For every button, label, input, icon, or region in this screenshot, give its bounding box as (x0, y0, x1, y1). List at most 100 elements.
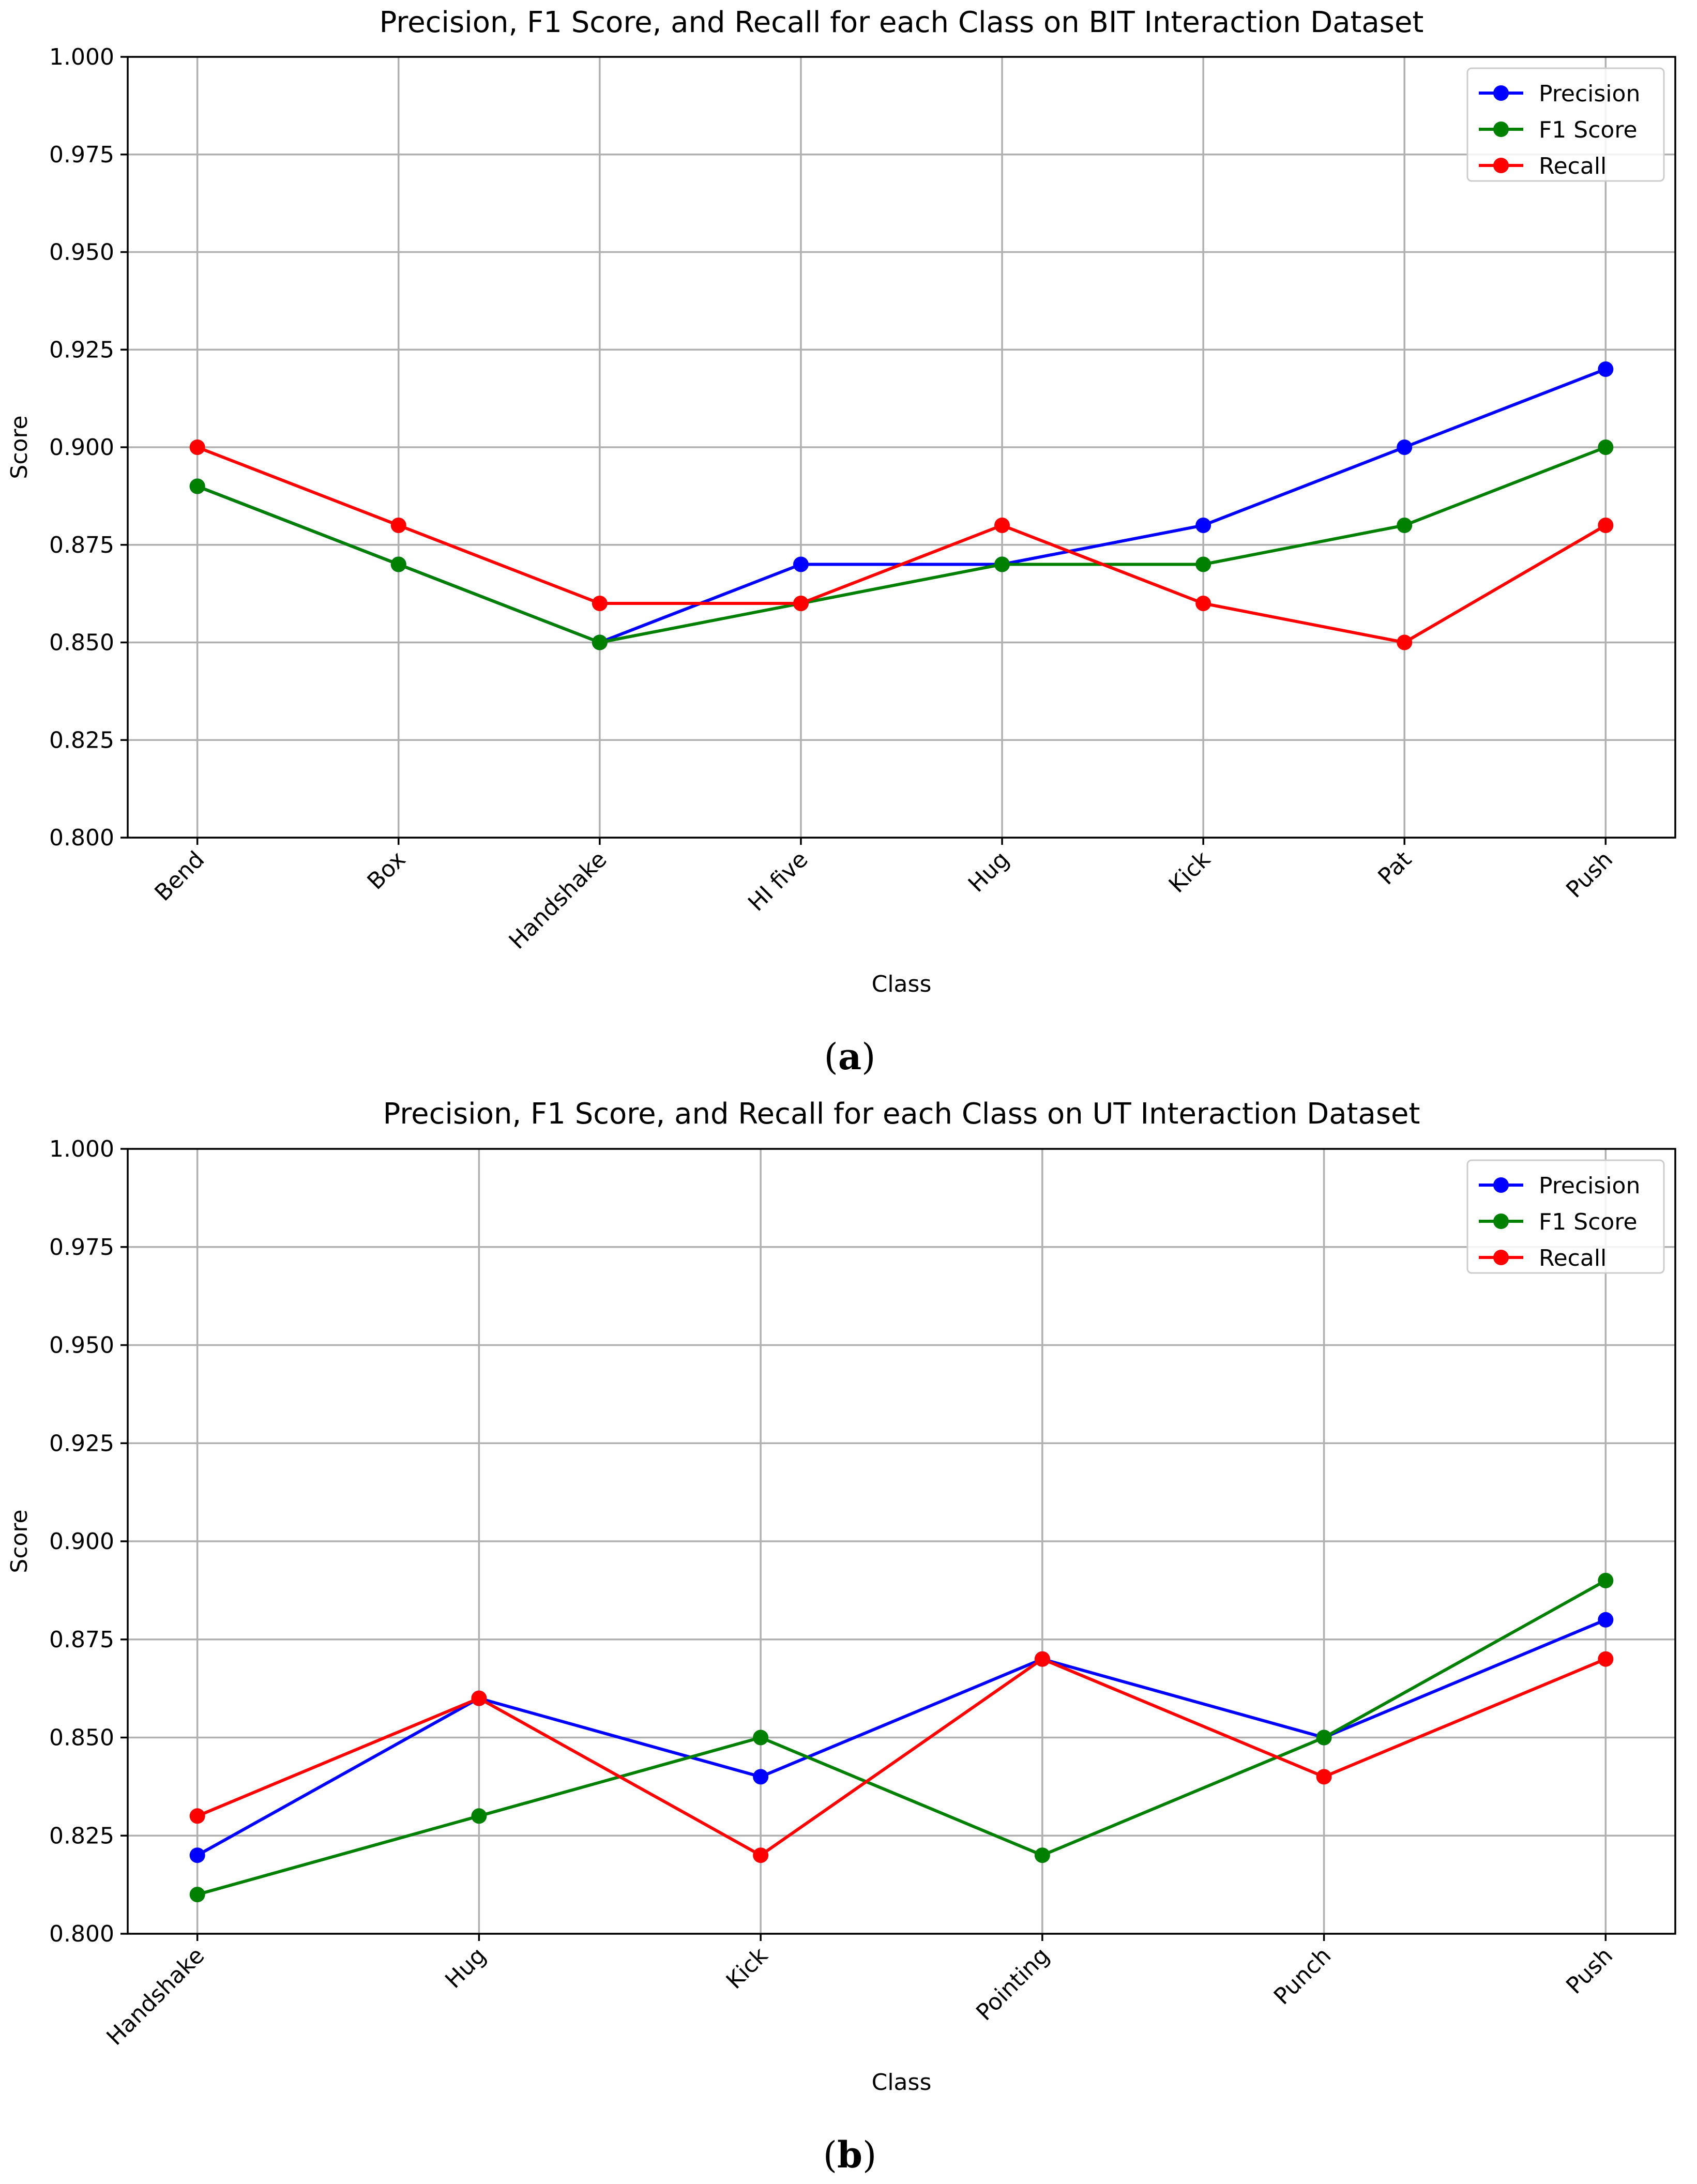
x-tick-label: Push (1561, 846, 1618, 903)
data-point (994, 556, 1010, 572)
data-point (1195, 518, 1211, 533)
legend-item: Precision (1479, 81, 1640, 107)
data-point (1598, 518, 1614, 533)
y-tick-label: 0.950 (49, 1332, 114, 1359)
y-tick-label: 0.800 (49, 825, 114, 851)
x-tick-label: Kick (721, 1942, 774, 1994)
legend-box (1466, 1159, 1665, 1274)
legend-label: Precision (1539, 1173, 1640, 1199)
chart-panel-b: 0.800 0.825 0.850 0.875 0.900 0.925 0.950 0.975… (6, 1097, 1676, 2176)
data-point (793, 596, 809, 611)
legend-marker (1493, 1177, 1509, 1193)
data-point (390, 556, 406, 572)
y-tick-label: 0.950 (49, 239, 114, 266)
caption-paren-close: ) (861, 1036, 875, 1078)
x-tick-label: Pat (1373, 846, 1417, 890)
y-tick-label: 1.000 (49, 44, 114, 70)
x-tick-label: Pointing (971, 1943, 1054, 2026)
legend-box (1466, 67, 1665, 182)
legend-marker (1493, 122, 1509, 137)
y-axis-label: Score (6, 1509, 33, 1573)
y-tick-label: 0.850 (49, 1725, 114, 1751)
legend-label: F1 Score (1539, 1209, 1638, 1235)
x-tick-label: Punch (1269, 1943, 1337, 2010)
x-tick-label: Handshake (101, 1943, 209, 2051)
data-point (994, 518, 1010, 533)
data-point (1598, 361, 1614, 377)
y-axis-label: Score (6, 415, 33, 479)
data-point (1316, 1730, 1332, 1746)
data-point (189, 1847, 205, 1863)
data-point (1397, 439, 1413, 455)
legend-item: F1 Score (1479, 117, 1638, 143)
legend-marker (1493, 158, 1509, 173)
data-point (1598, 1612, 1614, 1628)
x-axis-label: Class (872, 971, 932, 997)
series-line (196, 1657, 1607, 1857)
plot-frame (127, 56, 1676, 839)
data-point (1598, 439, 1614, 455)
caption-paren-open: ( (823, 2134, 837, 2176)
legend: Precision F1 Score Recall (1466, 67, 1665, 182)
y-tick-label: 0.900 (49, 434, 114, 461)
y-tick-label: 0.925 (49, 1430, 114, 1457)
y-tick-label: 0.975 (49, 142, 114, 168)
data-point (1034, 1847, 1050, 1863)
y-tick-label: 0.850 (49, 630, 114, 656)
data-point (1195, 596, 1211, 611)
chart-title: Precision, F1 Score, and Recall for each… (383, 1097, 1420, 1131)
y-tick-label: 0.800 (49, 1921, 114, 1947)
data-point (1598, 1651, 1614, 1667)
x-tick-label: Bend (149, 846, 209, 906)
legend-item: Precision (1479, 1173, 1640, 1199)
data-point (471, 1690, 487, 1706)
series-line (196, 446, 1607, 644)
legend-label: Recall (1539, 153, 1607, 179)
series-recall (189, 1651, 1614, 1863)
caption-letter: b (837, 2133, 862, 2176)
chart-title: Precision, F1 Score, and Recall for each… (380, 6, 1424, 39)
data-point (1397, 518, 1413, 533)
y-tick-label: 0.825 (49, 727, 114, 753)
legend-label: Recall (1539, 1245, 1607, 1271)
caption-paren-close: ) (862, 2134, 876, 2176)
data-point (1397, 634, 1413, 650)
data-point (793, 556, 809, 572)
legend-item: F1 Score (1479, 1209, 1638, 1235)
data-point (1598, 1572, 1614, 1588)
plot-frame (127, 1148, 1676, 1935)
legend-marker (1493, 85, 1509, 101)
data-point (471, 1808, 487, 1824)
chart-panel-a: 0.800 0.825 0.850 0.875 0.900 0.925 0.950 0.975… (6, 6, 1676, 1078)
x-tick-label: Kick (1164, 846, 1216, 898)
y-tick-label: 0.900 (49, 1528, 114, 1555)
x-tick-label: Handshake (504, 846, 612, 954)
data-point (592, 596, 608, 611)
series-line (196, 446, 1607, 644)
data-point (1034, 1651, 1050, 1667)
y-tick-label: 1.000 (49, 1136, 114, 1162)
y-tick-label: 0.875 (49, 532, 114, 558)
legend-marker (1493, 1250, 1509, 1265)
legend-item: Recall (1479, 1245, 1607, 1271)
y-tick-label: 0.975 (49, 1234, 114, 1261)
x-axis-label: Class (872, 2069, 932, 2096)
y-tick-label: 0.825 (49, 1823, 114, 1849)
series-recall (189, 439, 1614, 650)
x-tick-label: HI five (743, 846, 813, 917)
data-point (1195, 556, 1211, 572)
data-point (753, 1730, 769, 1746)
caption-paren-open: ( (824, 1036, 838, 1078)
data-point (753, 1769, 769, 1785)
data-point (753, 1847, 769, 1863)
series-line (196, 1618, 1607, 1857)
legend-label: F1 Score (1539, 117, 1638, 143)
data-point (390, 518, 406, 533)
legend-marker (1493, 1214, 1509, 1229)
data-point (189, 439, 205, 455)
y-tick-label: 0.875 (49, 1627, 114, 1653)
caption-letter: a (838, 1035, 861, 1078)
data-point (189, 1808, 205, 1824)
data-point (189, 478, 205, 494)
data-point (592, 634, 608, 650)
